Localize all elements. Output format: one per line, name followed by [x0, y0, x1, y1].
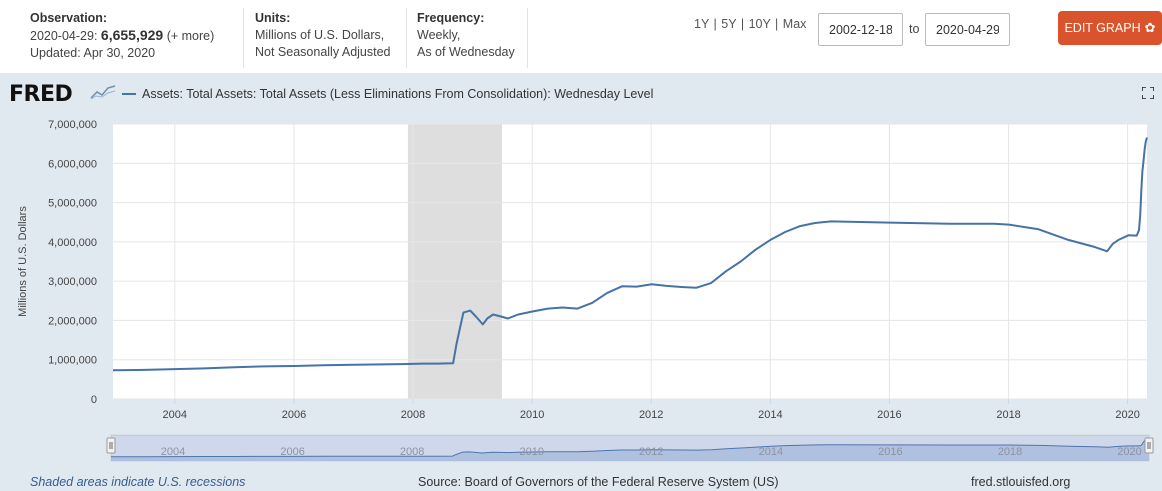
recession-note[interactable]: Shaded areas indicate U.S. recessions: [30, 475, 246, 489]
y-axis-label: Millions of U.S. Dollars: [17, 206, 29, 317]
logo-chart-icon: [90, 85, 116, 100]
gear-icon: ✿: [1144, 20, 1156, 35]
range-5y-button[interactable]: 5Y: [721, 17, 737, 31]
y-tick-label: 4,000,000: [48, 237, 97, 249]
observation-label: Observation:: [30, 11, 108, 25]
range-max-button[interactable]: Max: [782, 17, 807, 31]
start-date-input[interactable]: [818, 13, 903, 46]
navigator-tick-label: 2004: [161, 446, 185, 458]
navigator-tick-label: 2014: [759, 446, 783, 458]
navigator-line: [111, 437, 1150, 458]
divider: [527, 8, 528, 68]
x-tick-label: 2008: [401, 409, 425, 421]
y-tick-label: 5,000,000: [48, 198, 97, 210]
divider: [406, 8, 407, 68]
header: Observation: 2020-04-29: 6,655,929 (+ mo…: [0, 0, 1162, 73]
observation-value: 6,655,929: [100, 27, 164, 43]
observation-date: 2020-04-29:: [30, 29, 98, 43]
to-label: to: [909, 22, 920, 36]
range-buttons: 1Y | 5Y | 10Y | Max: [694, 17, 807, 31]
navigator-tick-label: 2020: [1117, 446, 1141, 458]
observation-line: 2020-04-29: 6,655,929 (+ more): [30, 27, 238, 45]
x-tick-label: 2006: [282, 409, 306, 421]
units-line-2: Not Seasonally Adjusted: [255, 45, 391, 59]
x-tick-label: 2010: [520, 409, 544, 421]
range-10y-button[interactable]: 10Y: [748, 17, 771, 31]
navigator-left-handle[interactable]: [106, 437, 116, 454]
legend-swatch: [122, 93, 136, 95]
more-link[interactable]: (+ more): [166, 29, 215, 43]
x-tick-label: 2020: [1115, 409, 1139, 421]
frequency-label: Frequency:: [417, 11, 485, 25]
navigator-tick-label: 2010: [520, 446, 544, 458]
fred-logo: FRED: [9, 82, 73, 107]
y-tick-label: 1,000,000: [48, 355, 97, 367]
x-tick-label: 2016: [877, 409, 901, 421]
frequency-line-1: Weekly,: [417, 28, 461, 42]
navigator-tick-label: 2006: [280, 446, 304, 458]
y-tick-label: 3,000,000: [48, 276, 97, 288]
handle-body: [106, 437, 116, 454]
source-text: Source: Board of Governors of the Federa…: [418, 475, 779, 489]
fullscreen-icon[interactable]: [1141, 86, 1155, 102]
end-date-input[interactable]: [925, 13, 1010, 46]
range-1y-button[interactable]: 1Y: [694, 17, 710, 31]
units-line-1: Millions of U.S. Dollars,: [255, 28, 385, 42]
edit-graph-label: EDIT GRAPH: [1064, 21, 1141, 35]
units-block: Units: Millions of U.S. Dollars, Not Sea…: [255, 10, 405, 61]
legend-label: Assets: Total Assets: Total Assets (Less…: [142, 87, 654, 101]
handle-body: [1144, 437, 1154, 454]
chart-legend: Assets: Total Assets: Total Assets (Less…: [122, 87, 653, 101]
navigator-selection: [111, 435, 1149, 461]
navigator-right-handle[interactable]: [1144, 437, 1154, 454]
navigator-tick-label: 2016: [878, 446, 902, 458]
divider: [243, 8, 244, 68]
navigator-tick-label: 2012: [639, 446, 663, 458]
x-tick-label: 2014: [758, 409, 782, 421]
y-tick-label: 0: [91, 394, 97, 406]
units-label: Units:: [255, 11, 291, 25]
frequency-block: Frequency: Weekly, As of Wednesday: [417, 10, 537, 61]
plot-background: [113, 124, 1147, 399]
chart-area: 0 1,000,000 2,000,000 3,000,000 4,000,000 5,0…: [17, 119, 1154, 462]
frequency-line-2: As of Wednesday: [417, 45, 515, 59]
edit-graph-button[interactable]: EDIT GRAPH ✿: [1058, 11, 1162, 45]
navigator-area: [111, 438, 1149, 461]
site-link[interactable]: fred.stlouisfed.org: [971, 475, 1071, 489]
updated-date: Updated: Apr 30, 2020: [30, 46, 156, 60]
navigator-tick-label: 2018: [998, 446, 1022, 458]
x-tick-label: 2018: [996, 409, 1020, 421]
y-tick-label: 7,000,000: [48, 119, 97, 131]
graph-panel: 0 1,000,000 2,000,000 3,000,000 4,000,000 5,0…: [0, 73, 1162, 491]
navigator-tick-label: 2008: [400, 446, 424, 458]
y-tick-label: 2,000,000: [48, 315, 97, 327]
x-tick-label: 2012: [639, 409, 663, 421]
y-tick-label: 6,000,000: [48, 158, 97, 170]
series-line: [112, 137, 1148, 372]
observation-block: Observation: 2020-04-29: 6,655,929 (+ mo…: [30, 10, 238, 62]
x-tick-label: 2004: [163, 409, 187, 421]
